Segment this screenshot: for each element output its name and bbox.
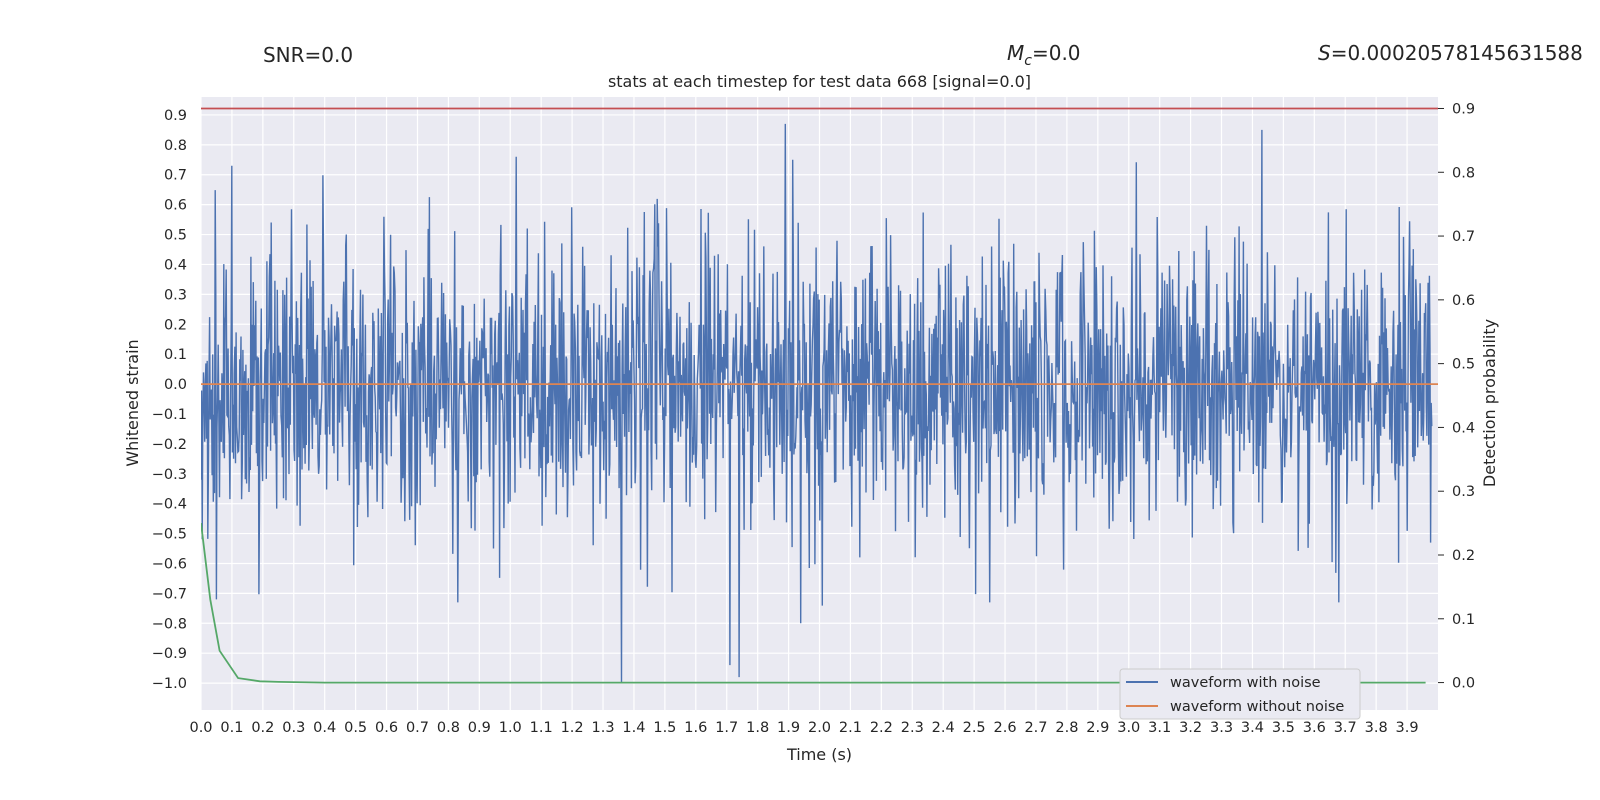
x-tick-label: 3.9 [1396,720,1419,736]
mc-value: =0.0 [1032,41,1081,65]
x-tick-label: 3.2 [1179,720,1202,736]
x-tick-label: 1.3 [591,720,614,736]
y-tick-label: 0.1 [164,347,187,363]
x-tick-label: 1.8 [746,720,769,736]
y-tick-label: 0.8 [164,138,187,154]
chart-title: stats at each timestep for test data 668… [608,72,1031,91]
y-tick-label: −0.1 [152,407,187,423]
x-tick-label: 2.2 [870,720,893,736]
x-tick-label: 1.5 [653,720,676,736]
x-tick-label: 3.0 [1117,720,1140,736]
y-tick-label: −0.5 [152,527,187,543]
plot-series [201,107,1438,684]
x-tick-label: 1.9 [777,720,800,736]
x-tick-label: 3.6 [1303,720,1326,736]
x-tick-label: 0.3 [282,720,305,736]
y-tick-label: −0.9 [152,646,187,662]
x-tick-label: 0.8 [437,720,460,736]
x-tick-label: 1.1 [530,720,553,736]
y-tick-label: −0.7 [152,586,187,602]
legend-label-clean: waveform without noise [1170,699,1344,715]
y-tick-label: 0.6 [164,198,187,214]
y-tick-label: 0.5 [164,228,187,244]
x-axis-label: Time (s) [786,745,852,764]
series-line-2 [201,522,1426,684]
y-right-tick-label: 0.1 [1452,612,1475,628]
y-tick-label: 0.2 [164,317,187,333]
y-tick-label: 0.4 [164,257,187,273]
y-tick-label: 0.7 [164,168,187,184]
y-axis-label: Whitened strain [123,339,142,466]
y-tick-label: −0.8 [152,616,187,632]
x-tick-label: 0.0 [189,720,212,736]
y-right-tick-label: 0.5 [1452,357,1475,373]
x-tick-label: 2.1 [839,720,862,736]
y-right-tick-label: 0.8 [1452,165,1475,181]
s-symbol: S [1318,41,1331,65]
y-right-tick-label: 0.9 [1452,101,1475,117]
x-tick-label: 3.7 [1334,720,1357,736]
x-tick-label: 2.8 [1055,720,1078,736]
y-tick-label: −0.6 [152,556,187,572]
x-tick-label: 1.4 [622,720,645,736]
y-right-tick-label: 0.6 [1452,293,1475,309]
x-tick-label: 1.7 [715,720,738,736]
y-right-tick-label: 0.4 [1452,420,1475,436]
x-tick-label: 2.9 [1086,720,1109,736]
x-tick-label: 0.1 [220,720,243,736]
x-tick-label: 0.4 [313,720,336,736]
x-tick-label: 1.0 [499,720,522,736]
x-tick-label: 0.2 [251,720,274,736]
series-waveform-with-noise [201,123,1433,684]
x-tick-label: 3.5 [1272,720,1295,736]
legend: waveform with noise waveform without noi… [1119,668,1361,720]
x-tick-label: 0.9 [468,720,491,736]
mc-symbol: M [1007,41,1024,65]
snr-header: SNR=0.0 [263,43,353,67]
x-tick-label: 3.1 [1148,720,1171,736]
y-axis-label-right: Detection probability [1480,319,1499,487]
y-right-tick-label: 0.2 [1452,548,1475,564]
y-right-tick-label: 0.3 [1452,484,1475,500]
x-tick-label: 2.7 [1024,720,1047,736]
y-tick-label: −0.3 [152,467,187,483]
mc-header: Mc=0.0 [1007,41,1081,69]
x-tick-label: 2.3 [901,720,924,736]
y-tick-label: −0.2 [152,437,187,453]
axis-ticks: 0.0 0.1 0.2 0.3 0.4 0.5 0.6 0.7 0.8 0.9 1.0 1.1 1.2 1… [152,101,1475,736]
x-tick-label: 3.4 [1241,720,1264,736]
s-value: =0.00020578145631588 [1331,41,1583,65]
x-tick-label: 2.5 [963,720,986,736]
x-tick-label: 1.2 [561,720,584,736]
legend-label-noise: waveform with noise [1170,675,1321,691]
y-right-tick-label: 0.0 [1452,676,1475,692]
y-tick-label: −1.0 [152,676,187,692]
y-tick-label: 0.3 [164,287,187,303]
y-tick-label: −0.4 [152,497,187,513]
x-tick-label: 1.6 [684,720,707,736]
s-header: S=0.00020578145631588 [1318,41,1583,65]
y-tick-label: 0.0 [164,377,187,393]
x-tick-label: 2.6 [994,720,1017,736]
x-tick-label: 2.0 [808,720,831,736]
y-right-tick-label: 0.7 [1452,229,1475,245]
legend-box [1119,668,1361,720]
x-tick-label: 0.6 [375,720,398,736]
x-tick-label: 0.5 [344,720,367,736]
x-tick-label: 3.3 [1210,720,1233,736]
x-tick-label: 2.4 [932,720,955,736]
x-tick-label: 3.8 [1365,720,1388,736]
x-tick-label: 0.7 [406,720,429,736]
mc-subscript: c [1024,53,1032,69]
y-tick-label: 0.9 [164,108,187,124]
